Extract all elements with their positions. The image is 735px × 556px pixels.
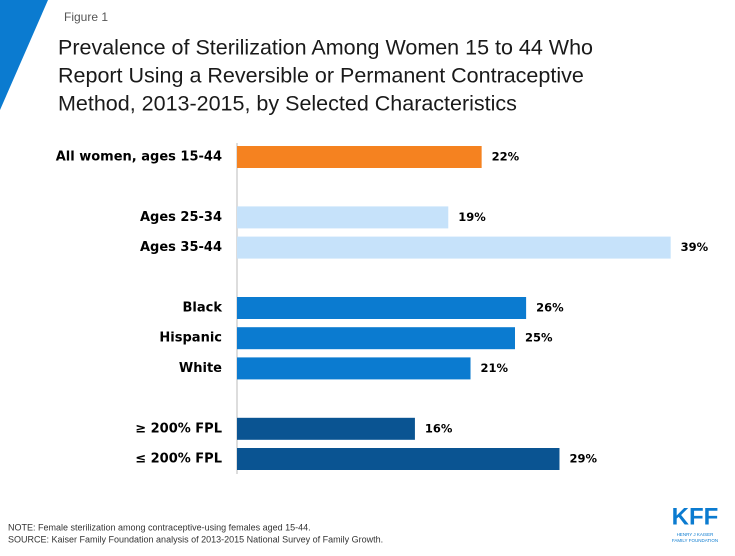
source: SOURCE: Kaiser Family Foundation analysi… <box>8 534 383 544</box>
value-label: 25% <box>525 331 553 345</box>
category-label: Ages 35-44 <box>140 240 222 255</box>
note: NOTE: Female sterilization among contrac… <box>8 522 311 532</box>
bar <box>237 417 415 440</box>
category-label: Ages 25-34 <box>140 210 222 225</box>
figure-label: Figure 1 <box>64 10 108 24</box>
bar <box>237 297 527 319</box>
corner-accent <box>0 0 48 110</box>
bar <box>237 146 482 168</box>
category-label: All women, ages 15-44 <box>56 150 222 165</box>
value-label: 16% <box>425 421 453 435</box>
chart-title: Report Using a Reversible or Permanent C… <box>58 64 584 88</box>
bar <box>237 357 471 380</box>
chart-title: Prevalence of Sterilization Among Women … <box>58 36 593 60</box>
value-label: 21% <box>481 361 509 375</box>
category-label: Hispanic <box>159 331 222 346</box>
category-label: ≥ 200% FPL <box>135 421 222 436</box>
value-label: 19% <box>458 210 486 224</box>
bar <box>237 236 671 259</box>
value-label: 29% <box>569 452 597 466</box>
logo: KFF <box>672 503 719 530</box>
value-label: 39% <box>681 240 709 254</box>
value-label: 26% <box>536 301 564 315</box>
bar <box>237 327 515 350</box>
bar <box>237 448 560 470</box>
bar <box>237 206 449 229</box>
category-label: Black <box>183 301 223 316</box>
value-label: 22% <box>492 150 520 164</box>
category-label: White <box>179 361 222 376</box>
category-label: ≤ 200% FPL <box>135 452 222 467</box>
chart-title: Method, 2013-2015, by Selected Character… <box>58 92 517 116</box>
logo-subtext: HENRY J KAISER <box>677 532 715 537</box>
logo-subtext: FAMILY FOUNDATION <box>672 538 718 543</box>
